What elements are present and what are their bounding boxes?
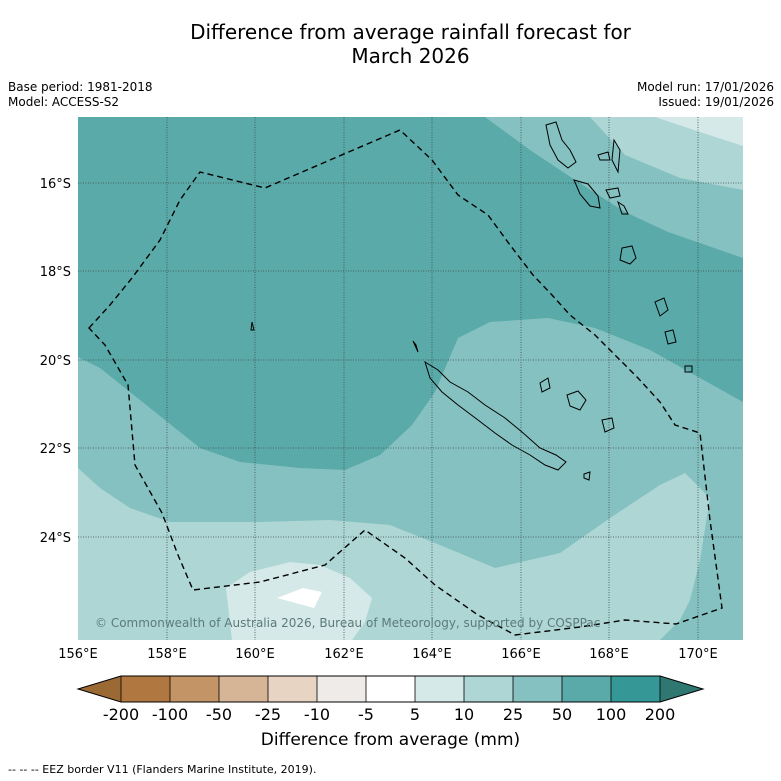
colorbar-tick: 100 <box>596 705 627 724</box>
colorbar-under-arrow <box>78 676 121 702</box>
colorbar-tick: 10 <box>454 705 474 724</box>
lon-label: 168°E <box>589 647 629 662</box>
mare-island <box>601 417 615 433</box>
colorbar-swatch <box>513 676 562 702</box>
zone-neutral <box>277 588 322 608</box>
zone-5-10-northeast <box>655 117 743 146</box>
copyright-text: © Commonwealth of Australia 2026, Bureau… <box>95 616 600 630</box>
colorbar: -200 -100 -50 -25 -10 -5 5 10 25 50 100 … <box>76 675 705 724</box>
colorbar-swatch <box>121 676 170 702</box>
ambae-island <box>597 151 611 161</box>
ouvea-island <box>539 377 551 393</box>
efate-island <box>619 245 637 265</box>
colorbar-tick: -10 <box>304 705 330 724</box>
colorbar-tick: -200 <box>103 705 139 724</box>
aneityum-island <box>684 365 693 373</box>
coastlines <box>250 121 693 481</box>
base-period: Base period: 1981-2018 <box>8 80 153 94</box>
lat-label: 16°S <box>40 177 71 192</box>
maewo-pentecost-island <box>611 138 621 174</box>
colorbar-swatch <box>464 676 513 702</box>
colorbar-tick: 200 <box>645 705 676 724</box>
title-line-1: Difference from average rainfall forecas… <box>190 20 631 44</box>
lon-label: 170°E <box>678 647 718 662</box>
lat-label: 18°S <box>40 265 71 280</box>
lon-label: 162°E <box>324 647 364 662</box>
chart-title: Difference from average rainfall forecas… <box>0 20 781 68</box>
ambrym-island <box>605 187 621 199</box>
colorbar-swatch <box>366 676 415 702</box>
title-line-2: March 2026 <box>351 44 470 68</box>
lon-label: 164°E <box>412 647 452 662</box>
chesterfield-islands <box>250 321 255 331</box>
colorbar-tick: -50 <box>206 705 232 724</box>
colorbar-tick: 50 <box>552 705 572 724</box>
lon-label: 166°E <box>501 647 541 662</box>
colorbar-tick: -25 <box>255 705 281 724</box>
colorbar-swatch <box>317 676 366 702</box>
colorbar-tick: -100 <box>152 705 188 724</box>
malekula-island <box>573 179 601 209</box>
erromango-island <box>654 297 669 317</box>
espiritu-santo-island <box>545 121 577 169</box>
isle-of-pines <box>583 471 591 481</box>
lat-label: 22°S <box>40 442 71 457</box>
colorbar-dividers <box>120 676 661 702</box>
graticule <box>78 117 743 640</box>
colorbar-swatch <box>611 676 660 702</box>
belep-islands <box>412 340 419 353</box>
colorbar-swatch <box>268 676 317 702</box>
colorbar-swatch <box>170 676 219 702</box>
lat-label: 20°S <box>40 354 71 369</box>
lat-axis-labels: 16°S 18°S 20°S 22°S 24°S <box>40 177 71 546</box>
meta-left: Base period: 1981-2018 Model: ACCESS-S2 <box>8 80 153 110</box>
lon-axis-labels: 156°E 158°E 160°E 162°E 164°E 166°E 168°… <box>58 647 718 662</box>
colorbar-over-arrow <box>660 676 703 702</box>
colorbar-tick: 25 <box>503 705 523 724</box>
colorbar-swatch <box>219 676 268 702</box>
rainfall-map: © Commonwealth of Australia 2026, Bureau… <box>78 117 743 640</box>
colorbar-tick: -5 <box>358 705 374 724</box>
colorbar-swatch <box>415 676 464 702</box>
issued-date: Issued: 19/01/2026 <box>658 95 774 109</box>
lon-label: 158°E <box>147 647 187 662</box>
new-caledonia-island <box>424 360 567 471</box>
colorbar-tick: 5 <box>410 705 420 724</box>
lon-label: 160°E <box>235 647 275 662</box>
lon-label: 156°E <box>58 647 98 662</box>
colorbar-title: Difference from average (mm) <box>260 730 521 750</box>
eez-footnote: -- -- -- EEZ border V11 (Flanders Marine… <box>8 763 317 776</box>
colorbar-swatch <box>562 676 611 702</box>
tanna-island <box>664 329 677 345</box>
epi-islands <box>617 200 629 215</box>
model-run: Model run: 17/01/2026 <box>636 80 774 94</box>
lifou-island <box>566 390 587 411</box>
meta-right: Model run: 17/01/2026 Issued: 19/01/2026 <box>637 80 774 110</box>
colorbar-ticks: -200 -100 -50 -25 -10 -5 5 10 25 50 100 … <box>103 705 675 724</box>
eez-border <box>88 129 723 636</box>
lat-label: 24°S <box>40 531 71 546</box>
zone-10-25-northeast <box>590 117 743 190</box>
model-name: Model: ACCESS-S2 <box>8 95 120 109</box>
